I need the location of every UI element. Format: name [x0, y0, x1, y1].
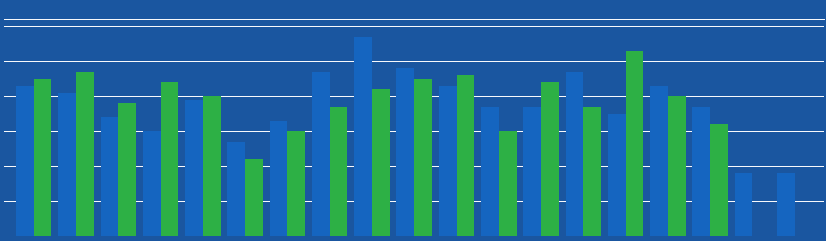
Bar [287, 131, 305, 236]
Bar [118, 103, 136, 236]
Bar [625, 51, 643, 236]
Bar [143, 131, 160, 236]
Bar [481, 107, 499, 236]
Bar [245, 159, 263, 236]
Bar [439, 86, 457, 236]
Bar [330, 107, 348, 236]
Bar [227, 142, 245, 236]
Bar [76, 72, 94, 236]
Bar [34, 79, 51, 236]
Bar [59, 93, 76, 236]
Bar [566, 72, 583, 236]
Bar [185, 100, 203, 236]
Bar [457, 75, 474, 236]
Bar [734, 173, 752, 236]
Bar [650, 86, 668, 236]
Bar [777, 173, 795, 236]
Bar [396, 68, 414, 236]
Bar [16, 86, 34, 236]
Bar [608, 114, 625, 236]
Bar [372, 89, 390, 236]
Bar [524, 107, 541, 236]
Bar [269, 121, 287, 236]
Bar [541, 82, 559, 236]
Bar [160, 82, 178, 236]
Bar [312, 72, 330, 236]
Bar [101, 117, 118, 236]
Bar [499, 131, 516, 236]
Bar [583, 107, 601, 236]
Bar [203, 96, 221, 236]
Bar [668, 96, 686, 236]
Bar [415, 79, 432, 236]
Bar [710, 124, 728, 236]
Bar [354, 37, 372, 236]
Bar [692, 107, 710, 236]
